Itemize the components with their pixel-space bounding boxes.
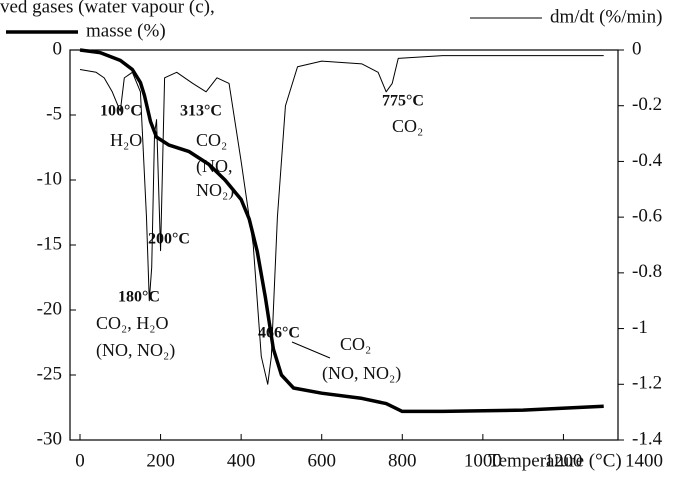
annotation: 313°C bbox=[180, 103, 222, 120]
x-tick-label: 1000 bbox=[464, 450, 502, 471]
legend-label: dm/dt (%/min) bbox=[550, 6, 662, 27]
x-axis-label: Temperature (°C) bbox=[488, 450, 621, 471]
chart-title: ved gases (water vapour (c), bbox=[0, 0, 215, 17]
x-tick-label: 600 bbox=[307, 450, 336, 471]
annotation: CO₂, H₂O bbox=[96, 313, 169, 333]
annotation: NO₂) bbox=[196, 180, 234, 201]
y2-tick-label: -1.4 bbox=[632, 428, 663, 449]
annotation: 180°C bbox=[118, 289, 160, 306]
y2-tick-label: -0.8 bbox=[632, 261, 662, 282]
y-tick-label: -15 bbox=[37, 233, 62, 254]
annotation: H₂O bbox=[110, 130, 142, 150]
x-tick-label: 200 bbox=[146, 450, 175, 471]
y2-tick-label: 0 bbox=[632, 38, 642, 59]
annotation: CO₂ bbox=[340, 334, 371, 354]
annotation: 200°C bbox=[148, 231, 190, 248]
y2-tick-label: -1.2 bbox=[632, 373, 662, 394]
annotation: (NO, NO₂) bbox=[96, 340, 175, 361]
y2-tick-label: -0.6 bbox=[632, 206, 662, 227]
annotation: 466°C bbox=[258, 325, 300, 342]
x-tick-label: 0 bbox=[75, 450, 85, 471]
y-tick-label: -30 bbox=[37, 428, 62, 449]
y-tick-label: -10 bbox=[37, 168, 62, 189]
x-tick-label: 800 bbox=[388, 450, 417, 471]
y-tick-label: -20 bbox=[37, 298, 62, 319]
y-tick-label: -25 bbox=[37, 363, 62, 384]
x-tick-label: 1200 bbox=[544, 450, 582, 471]
y-tick-label: 0 bbox=[53, 38, 63, 59]
annotation: (NO, NO₂) bbox=[322, 363, 401, 384]
legend-label: masse (%) bbox=[86, 20, 166, 41]
annotation: CO₂ bbox=[392, 116, 423, 136]
y2-tick-label: -0.4 bbox=[632, 150, 663, 171]
y2-tick-label: -1 bbox=[632, 317, 648, 338]
x-tick-label: 1400 bbox=[625, 450, 663, 471]
y-tick-label: -5 bbox=[46, 103, 62, 124]
series-line bbox=[79, 48, 604, 414]
series-line bbox=[79, 55, 604, 385]
annotation: 100°C bbox=[100, 103, 142, 120]
y2-tick-label: -0.2 bbox=[632, 94, 662, 115]
annotation-leader bbox=[291, 341, 331, 359]
x-tick-label: 400 bbox=[227, 450, 256, 471]
annotation: 775°C bbox=[382, 93, 424, 110]
annotation: CO₂ bbox=[196, 130, 227, 150]
